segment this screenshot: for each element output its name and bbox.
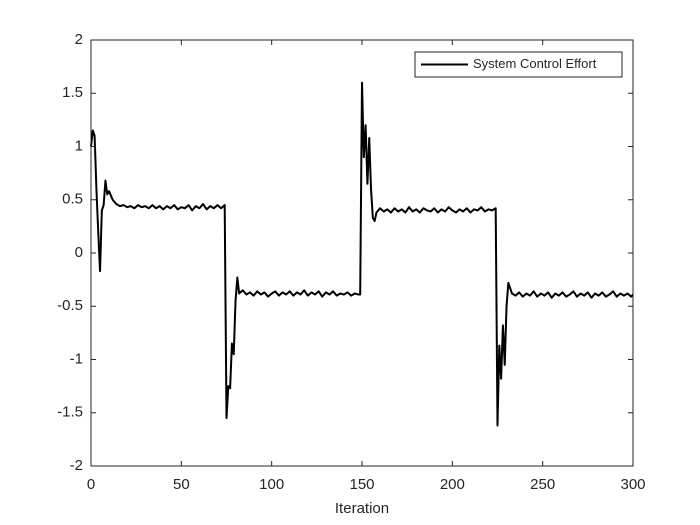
y-tick-label: -1.5 bbox=[57, 404, 83, 421]
x-axis-label: Iteration bbox=[335, 500, 389, 517]
y-tick-label: 0.5 bbox=[62, 191, 83, 208]
axes-box bbox=[90, 39, 634, 467]
y-tick-label: 2 bbox=[75, 31, 83, 48]
x-tick-label: 100 bbox=[259, 476, 284, 493]
y-tick-label: -0.5 bbox=[57, 297, 83, 314]
data-line bbox=[90, 81, 634, 427]
x-tick-label: 50 bbox=[173, 476, 190, 493]
x-tick-label: 200 bbox=[440, 476, 465, 493]
legend-label: System Control Effort bbox=[473, 56, 597, 71]
x-tick-label: 300 bbox=[620, 476, 645, 493]
x-tick-label: 0 bbox=[87, 476, 95, 493]
y-tick-label: -2 bbox=[70, 457, 83, 474]
y-tick-label: 1 bbox=[75, 137, 83, 154]
x-tick-label: 250 bbox=[530, 476, 555, 493]
y-tick-label: -1 bbox=[70, 350, 83, 367]
x-tick-label: 150 bbox=[349, 476, 374, 493]
y-tick-label: 0 bbox=[75, 244, 83, 261]
y-tick-label: 1.5 bbox=[62, 84, 83, 101]
